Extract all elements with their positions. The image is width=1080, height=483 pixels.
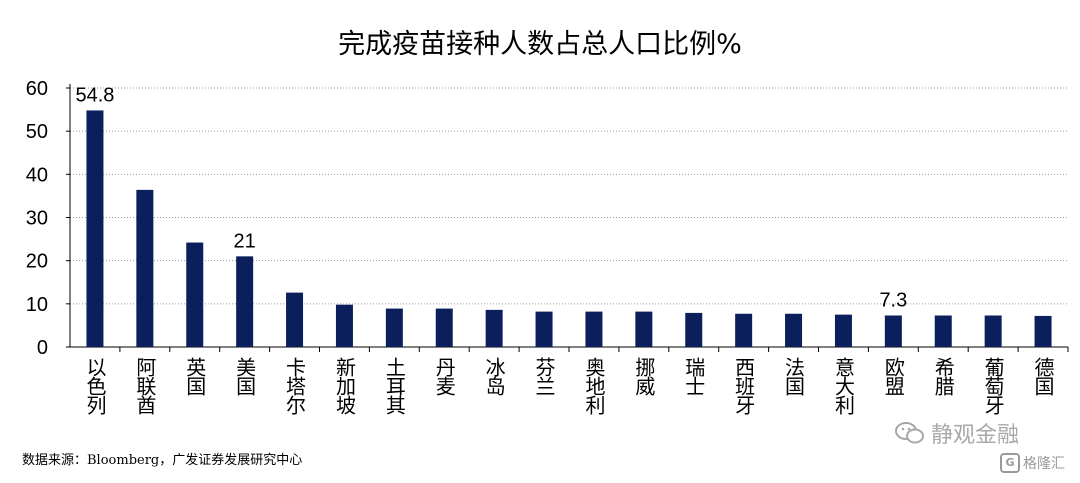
bar xyxy=(685,312,703,347)
y-tick-label: 40 xyxy=(26,164,48,186)
data-labels: 54.8 21 7.3 xyxy=(75,84,907,311)
bar xyxy=(635,311,653,347)
bar xyxy=(1034,315,1052,347)
bar xyxy=(884,315,902,347)
data-label: 54.8 xyxy=(75,84,114,106)
x-tick-label: 西班牙 xyxy=(732,357,756,415)
bar xyxy=(136,189,154,347)
bar xyxy=(785,313,803,347)
source-note: 数据来源：Bloomberg，广发证券发展研究中心 xyxy=(22,453,303,468)
gelonghui-logo-icon: G xyxy=(1000,453,1020,473)
x-tick-label: 挪威 xyxy=(632,357,656,396)
x-tick-label: 新加坡 xyxy=(332,357,356,415)
bar xyxy=(335,304,353,347)
bar xyxy=(934,315,952,347)
x-tick-labels: 以色列 阿联酋 英国 美国 卡塔尔 新加坡 土耳其 丹麦 冰岛 芬兰 奥地利 挪威 瑞士 西班牙 法国 意大利… xyxy=(83,357,1055,415)
bar xyxy=(735,313,753,347)
x-tick-label: 以色列 xyxy=(83,357,107,415)
x-tick-label: 丹麦 xyxy=(432,357,456,396)
data-label: 7.3 xyxy=(879,289,907,311)
watermark-text: 静观金融 xyxy=(931,423,1020,448)
y-tick-label: 10 xyxy=(26,294,48,316)
bar xyxy=(86,110,104,348)
x-tick-label: 英国 xyxy=(183,357,207,396)
bar xyxy=(236,256,254,347)
chart-title: 完成疫苗接种人数占总人口比例% xyxy=(338,29,742,60)
wechat-icon xyxy=(895,422,924,444)
y-tick-label: 0 xyxy=(37,337,48,359)
bars xyxy=(86,110,1052,348)
bar xyxy=(435,308,453,347)
y-tick-label: 30 xyxy=(26,208,48,230)
bar xyxy=(385,308,403,347)
bar xyxy=(834,314,852,347)
watermark-gelonghui: G 格隆汇 xyxy=(1000,453,1065,473)
x-tick-label: 芬兰 xyxy=(532,357,556,395)
y-tick-label: 50 xyxy=(26,121,48,143)
x-tick-label: 卡塔尔 xyxy=(283,357,307,415)
watermark-jingguan: 静观金融 xyxy=(895,417,1019,449)
bar xyxy=(585,311,603,347)
x-tick-label: 阿联酋 xyxy=(133,357,157,415)
x-tick-label: 瑞士 xyxy=(682,357,706,395)
bar xyxy=(535,311,553,347)
x-tick-label: 奥地利 xyxy=(582,357,606,415)
x-tick-label: 欧盟 xyxy=(881,357,905,395)
data-label: 21 xyxy=(234,230,256,252)
watermark-text-2: 格隆汇 xyxy=(1023,456,1065,472)
x-tick-label: 葡萄牙 xyxy=(981,357,1005,415)
y-tick-labels: 0 10 20 30 40 50 60 xyxy=(26,78,48,359)
gridlines xyxy=(70,87,1068,305)
bar xyxy=(485,309,503,347)
bar xyxy=(286,292,304,347)
bar xyxy=(984,315,1002,347)
x-tick-label: 意大利 xyxy=(831,357,855,415)
y-tick-label: 20 xyxy=(26,251,48,273)
x-tick-label: 冰岛 xyxy=(482,357,506,396)
axes xyxy=(66,84,1069,352)
x-tick-label: 美国 xyxy=(233,357,257,396)
y-tick-label: 60 xyxy=(26,78,48,100)
x-tick-label: 法国 xyxy=(782,357,806,396)
x-tick-label: 希腊 xyxy=(931,357,955,396)
x-tick-label: 德国 xyxy=(1031,357,1055,396)
x-tick-label: 土耳其 xyxy=(382,357,406,415)
bar xyxy=(186,242,204,347)
